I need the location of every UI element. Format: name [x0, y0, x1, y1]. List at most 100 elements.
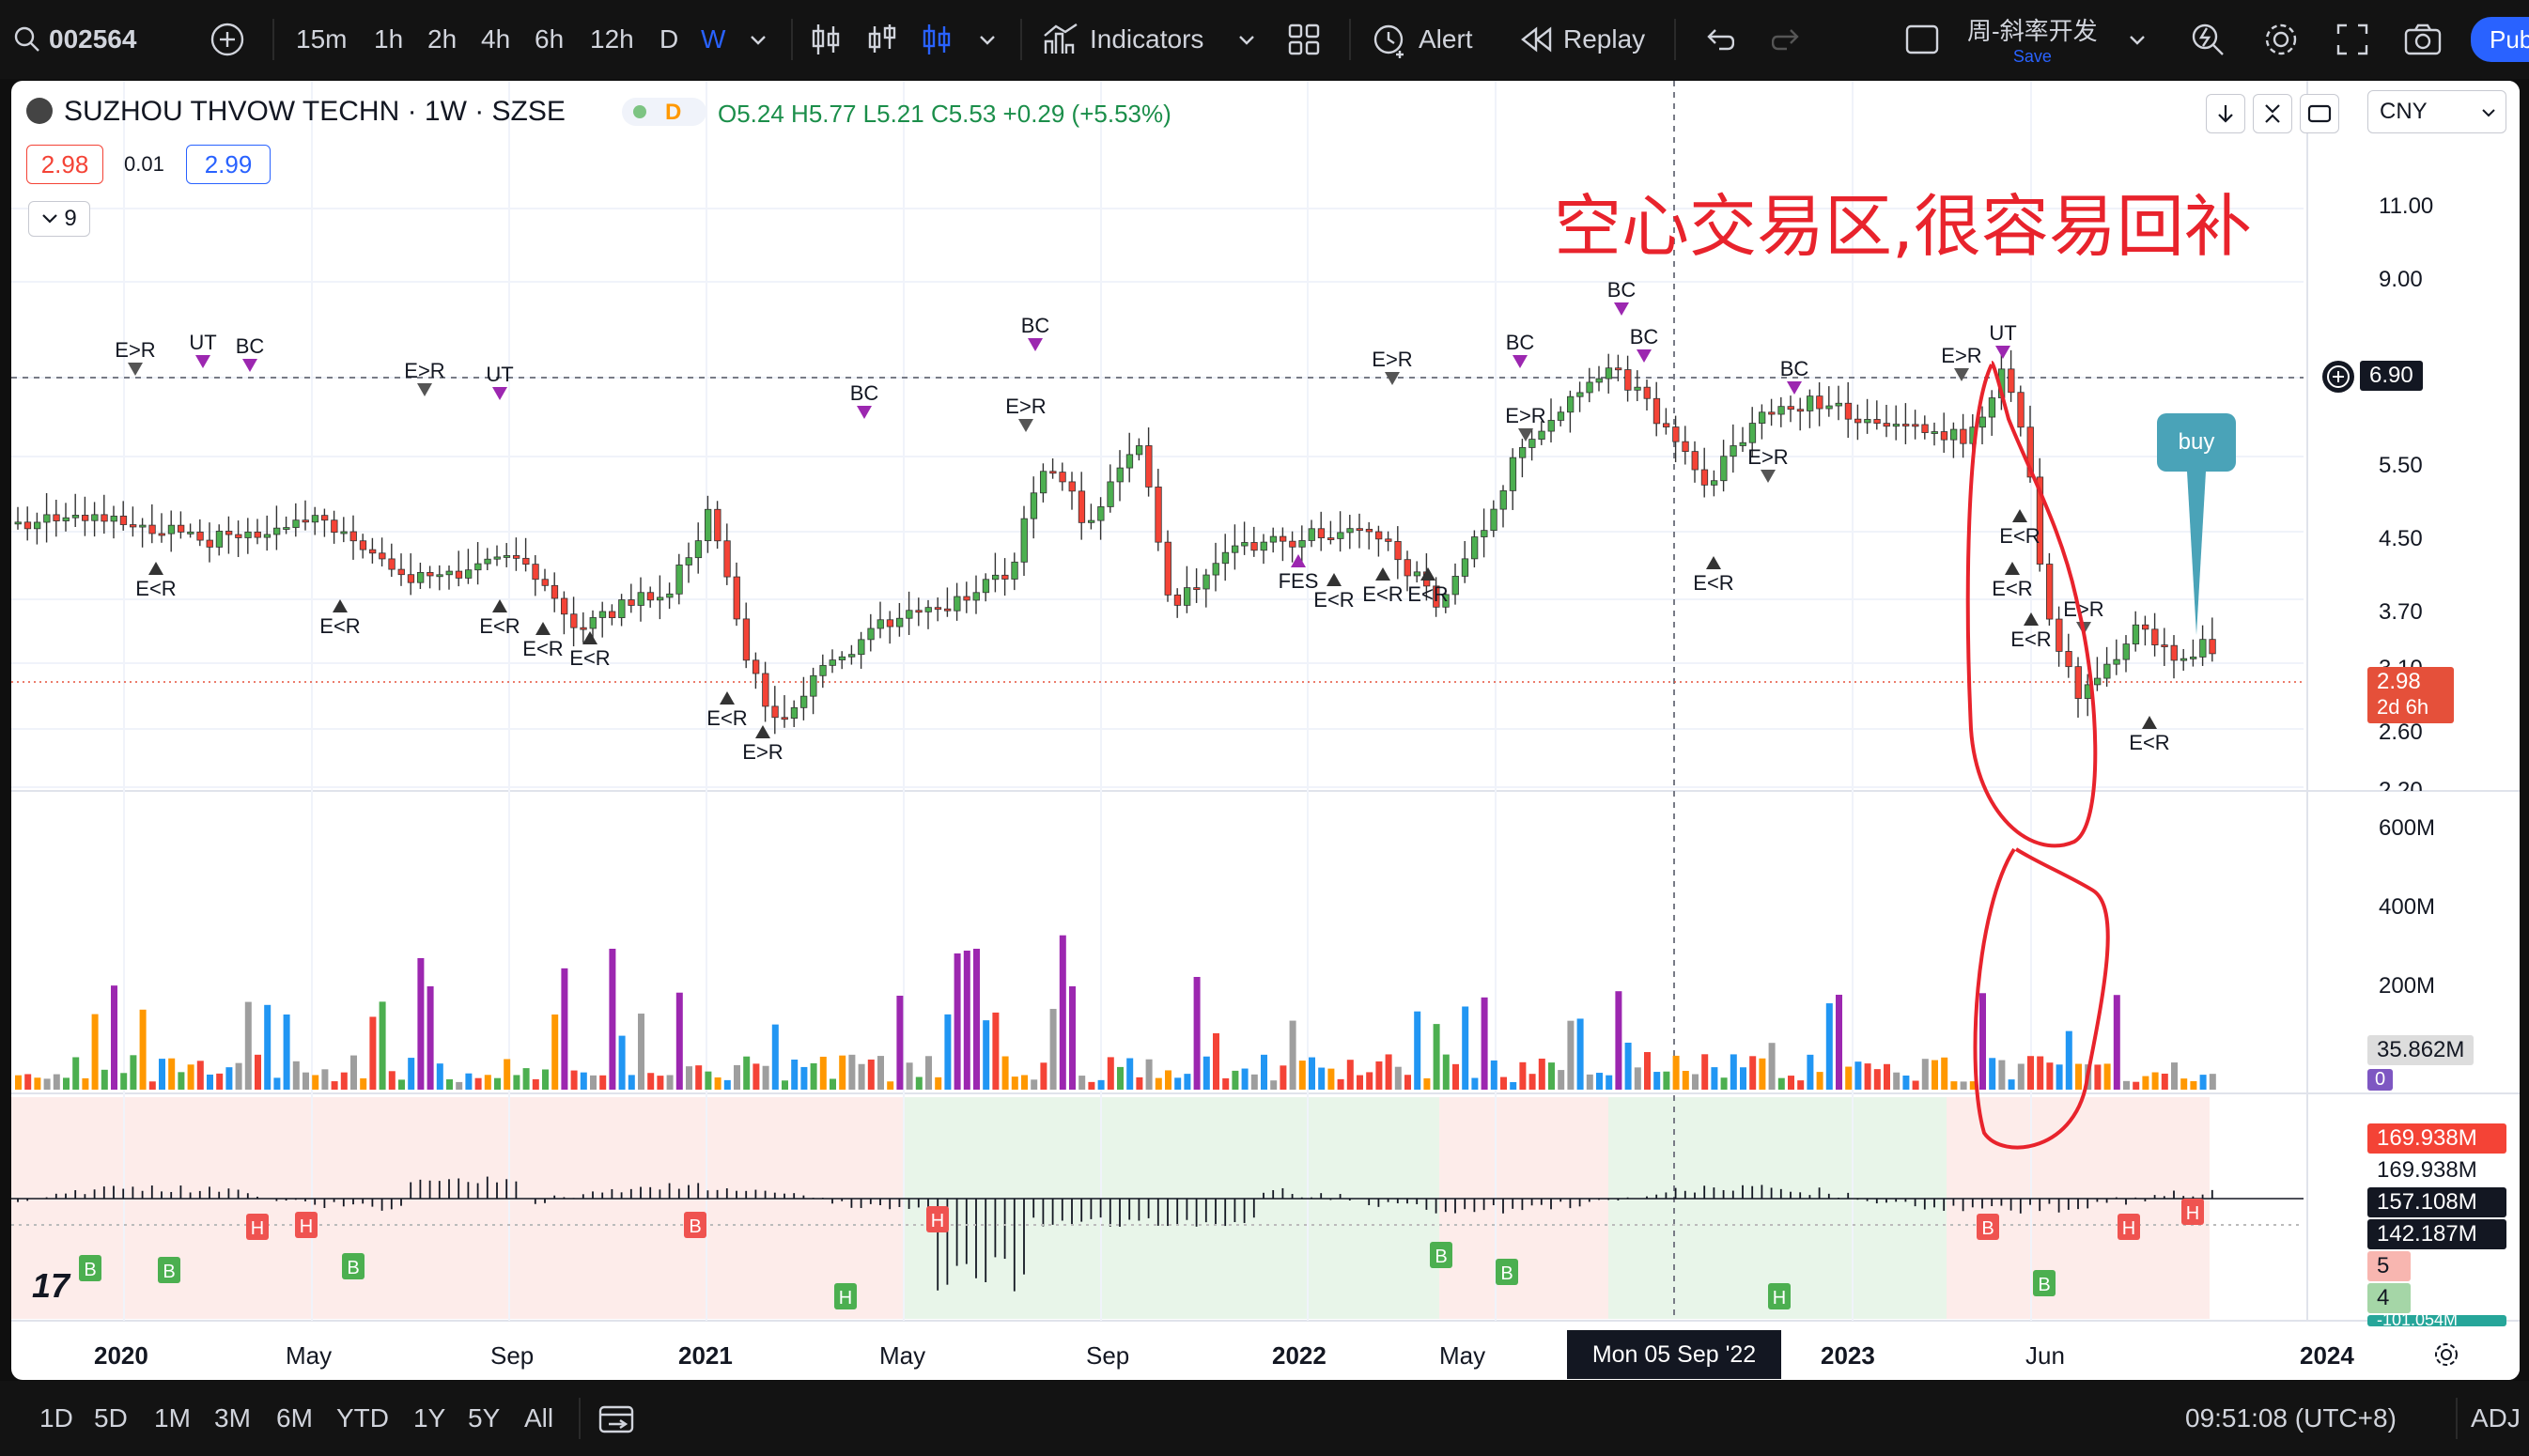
chart-type-candles[interactable]: [810, 0, 842, 79]
interval-4h[interactable]: 4h: [481, 24, 511, 54]
layout-checkbox[interactable]: [1903, 0, 1941, 79]
indicators-button[interactable]: Indicators: [1043, 0, 1203, 79]
candle-body: [877, 619, 884, 629]
candle-body: [388, 558, 396, 570]
interval-6h[interactable]: 6h: [535, 24, 565, 54]
candle-body: [561, 597, 568, 615]
volume-bar: [1280, 1065, 1287, 1090]
volume-bar: [1202, 1056, 1210, 1090]
volume-bar: [417, 958, 425, 1090]
pane-maximize-button[interactable]: [2300, 94, 2339, 133]
range-all[interactable]: All: [524, 1403, 554, 1433]
indicators-toggle[interactable]: 9: [28, 201, 90, 237]
signal-badge-label: H: [839, 1288, 852, 1309]
marker-label: E>R: [404, 359, 444, 382]
volume-bar: [647, 1073, 655, 1090]
chart-type-dropdown[interactable]: [977, 0, 998, 79]
volume-bar: [379, 1001, 386, 1090]
redo-button[interactable]: [1772, 0, 1804, 79]
volume-bar: [1442, 1054, 1450, 1090]
symbol-title[interactable]: SUZHOU THVOW TECHN · 1W · SZSE: [64, 96, 566, 127]
interval-d[interactable]: D: [659, 24, 679, 54]
layout-name-button[interactable]: 周-斜率开发 Save: [1967, 17, 2098, 66]
volume-bar: [1375, 1061, 1383, 1090]
settings-button[interactable]: [2262, 0, 2300, 79]
chevron-down-icon: [2482, 109, 2495, 117]
marker-triangle-icon: [1018, 419, 1033, 432]
volume-bar: [1836, 994, 1842, 1090]
range-ytd[interactable]: YTD: [336, 1403, 389, 1433]
range-1y[interactable]: 1Y: [413, 1403, 446, 1433]
publish-button[interactable]: Pub: [2471, 0, 2529, 79]
snapshot-button[interactable]: [2403, 0, 2443, 79]
volume-bar: [954, 953, 961, 1090]
currency-select[interactable]: CNY: [2367, 90, 2506, 133]
interval-1h[interactable]: 1h: [374, 24, 404, 54]
candle-body: [982, 579, 990, 594]
interval-15m[interactable]: 15m: [296, 24, 348, 54]
volume-bar: [2209, 1074, 2216, 1090]
range-5d[interactable]: 5D: [94, 1403, 128, 1433]
clock-timezone[interactable]: 09:51:08 (UTC+8): [2185, 1403, 2397, 1433]
indicators-dropdown[interactable]: [1236, 0, 1257, 79]
volume-bar: [1193, 977, 1201, 1090]
volume-bar: [168, 1058, 176, 1090]
candle-body: [1365, 528, 1373, 533]
volume-bar: [1950, 1081, 1958, 1090]
interval-12h[interactable]: 12h: [590, 24, 634, 54]
time-axis-label: May: [286, 1341, 333, 1370]
replay-button[interactable]: Replay: [1520, 0, 1645, 79]
range-1m[interactable]: 1M: [154, 1403, 191, 1433]
marker-triangle-icon: [1761, 470, 1776, 483]
candle-body: [503, 555, 511, 558]
goto-date-button[interactable]: [597, 1381, 635, 1456]
candle-body: [609, 611, 616, 618]
candle-body: [1404, 559, 1411, 577]
volume-bar: [599, 1075, 607, 1090]
chart-type-active[interactable]: [921, 0, 953, 79]
axis-settings-button[interactable]: [2431, 1340, 2461, 1374]
chart-type-hollow[interactable]: [866, 0, 898, 79]
symbol-search[interactable]: 002564: [13, 0, 136, 79]
volume-bar: [1136, 1077, 1143, 1090]
candle-body: [1844, 402, 1853, 420]
buy-button[interactable]: 2.99: [186, 145, 271, 184]
oscillator-zone: [1608, 1097, 1730, 1319]
interval-2h[interactable]: 2h: [427, 24, 458, 54]
volume-bar: [1145, 1059, 1153, 1090]
pane-move-down-button[interactable]: [2206, 94, 2245, 133]
candle-body: [2056, 618, 2063, 652]
lightning-search-icon: [2192, 23, 2224, 55]
range-3m[interactable]: 3M: [214, 1403, 251, 1433]
add-alert-icon[interactable]: [2322, 361, 2354, 393]
range-5y[interactable]: 5Y: [468, 1403, 501, 1433]
candle-body: [196, 531, 204, 541]
quick-search-button[interactable]: [2189, 0, 2226, 79]
interval-dropdown[interactable]: [748, 0, 768, 79]
candle-body: [43, 514, 51, 523]
marker-label: BC: [236, 334, 265, 358]
undo-button[interactable]: [1702, 0, 1734, 79]
candle-body: [1040, 471, 1047, 494]
range-6m[interactable]: 6M: [276, 1403, 313, 1433]
volume-bar: [1107, 1057, 1114, 1090]
layouts-button[interactable]: [1287, 0, 1321, 79]
buy-callout[interactable]: buy: [2157, 413, 2236, 472]
range-1d[interactable]: 1D: [39, 1403, 73, 1433]
alert-button[interactable]: Alert: [1372, 0, 1473, 79]
compare-button[interactable]: [209, 0, 246, 79]
candle-body: [1576, 392, 1584, 397]
adjust-toggle[interactable]: ADJ: [2471, 1403, 2521, 1433]
volume-bar: [1222, 1077, 1230, 1090]
market-status[interactable]: D: [622, 98, 706, 126]
fullscreen-button[interactable]: [2335, 0, 2369, 79]
chart-canvas[interactable]: E>R UT BCE<RE>R UTE<R E<RE<R E<RBCE<RE>RBCE>R…: [11, 81, 2520, 1380]
volume-bar: [1298, 1061, 1306, 1090]
interval-w[interactable]: W: [701, 24, 726, 54]
sell-button[interactable]: 2.98: [26, 145, 103, 184]
marker-triangle-icon: [755, 725, 770, 738]
layout-dropdown[interactable]: [2127, 0, 2148, 79]
chart-annotation-text[interactable]: 空心交易区,很容易回补: [1554, 187, 2252, 266]
chart-pane[interactable]: E>R UT BC E<R E>R UT E<R E<R E<R E<R BC E<R E>R BC E>R…: [11, 81, 2520, 1380]
pane-collapse-button[interactable]: [2253, 94, 2292, 133]
